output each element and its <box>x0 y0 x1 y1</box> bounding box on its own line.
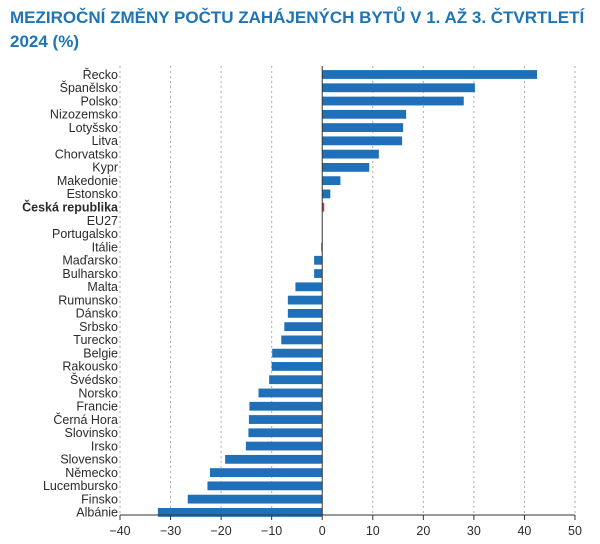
bar <box>322 162 370 172</box>
bar <box>287 308 323 318</box>
bar <box>322 202 325 212</box>
x-tick-label: 40 <box>517 524 531 538</box>
bar <box>157 508 323 517</box>
category-label: Lotyšsko <box>69 121 118 135</box>
chart-title-line-1: MEZIROČNÍ ZMĚNY POČTU ZAHÁJENÝCH BYTŮ V … <box>10 8 585 27</box>
bar <box>249 401 323 411</box>
category-label: Turecko <box>73 333 118 347</box>
bar <box>322 109 407 119</box>
x-tick-label: 10 <box>366 524 380 538</box>
category-label: Dánsko <box>76 307 118 321</box>
bar <box>322 149 379 159</box>
bar <box>322 189 331 199</box>
x-tick-label: −30 <box>160 524 181 538</box>
category-label: Estonsko <box>67 187 118 201</box>
chart-title: MEZIROČNÍ ZMĚNY POČTU ZAHÁJENÝCH BYTŮ V … <box>10 6 590 54</box>
bar <box>258 388 323 398</box>
category-label: Maďarsko <box>62 254 118 268</box>
category-label: Černá Hora <box>53 412 118 427</box>
category-label: Itálie <box>92 240 118 254</box>
bar <box>272 348 323 358</box>
category-label: Řecko <box>83 67 118 82</box>
bar <box>209 468 323 477</box>
category-label: EU27 <box>87 214 118 228</box>
category-label: Albánie <box>76 506 118 520</box>
category-label: Bulharsko <box>62 267 118 281</box>
bar <box>248 415 323 424</box>
x-tick-label: −10 <box>261 524 282 538</box>
category-label: Švédsko <box>70 372 118 387</box>
bar <box>322 136 403 146</box>
category-label: Portugalsko <box>52 227 118 241</box>
category-label: Lucembursko <box>43 479 118 493</box>
chart-title-line-2: 2024 (%) <box>10 32 79 51</box>
category-label: Rakousko <box>62 360 118 374</box>
x-tick-label: 30 <box>467 524 481 538</box>
bar <box>322 70 538 79</box>
bar <box>245 441 323 451</box>
bar <box>314 269 323 278</box>
category-label: Polsko <box>80 94 118 108</box>
bar <box>295 282 323 292</box>
bar <box>284 322 323 332</box>
category-label: Norsko <box>78 386 118 400</box>
category-label: Rumunsko <box>58 293 118 307</box>
category-label: Irsko <box>91 439 118 453</box>
x-tick-label: −20 <box>211 524 232 538</box>
category-label: Makedonie <box>57 174 118 188</box>
category-label: Slovensko <box>60 453 118 467</box>
category-label: Srbsko <box>79 320 118 334</box>
category-label: Česká republika <box>22 200 119 215</box>
category-label: Kypr <box>92 161 118 175</box>
x-tick-label: 0 <box>319 524 326 538</box>
category-label: Francie <box>76 400 118 414</box>
bar <box>322 123 404 132</box>
category-label: Malta <box>87 280 118 294</box>
category-label: Slovinsko <box>65 426 119 440</box>
x-tick-label: 20 <box>416 524 430 538</box>
bar <box>281 335 323 345</box>
bar <box>321 242 323 252</box>
bar <box>322 83 475 93</box>
bar <box>287 295 323 305</box>
bar <box>269 375 323 385</box>
bar <box>248 428 323 438</box>
bar <box>187 494 323 504</box>
x-tick-label: 50 <box>568 524 582 538</box>
category-label: Belgie <box>83 346 118 360</box>
category-label: Chorvatsko <box>55 147 118 161</box>
bar <box>207 481 323 491</box>
bar <box>225 454 323 464</box>
category-label: Nizozemsko <box>50 108 118 122</box>
bar <box>322 96 464 106</box>
category-label: Německo <box>65 466 118 480</box>
category-label: Španělsko <box>60 80 118 95</box>
category-label: Finsko <box>81 492 118 506</box>
bar <box>271 362 323 371</box>
x-tick-label: −40 <box>109 524 130 538</box>
bar <box>314 255 323 265</box>
bar <box>322 176 341 186</box>
category-label: Litva <box>92 134 118 148</box>
